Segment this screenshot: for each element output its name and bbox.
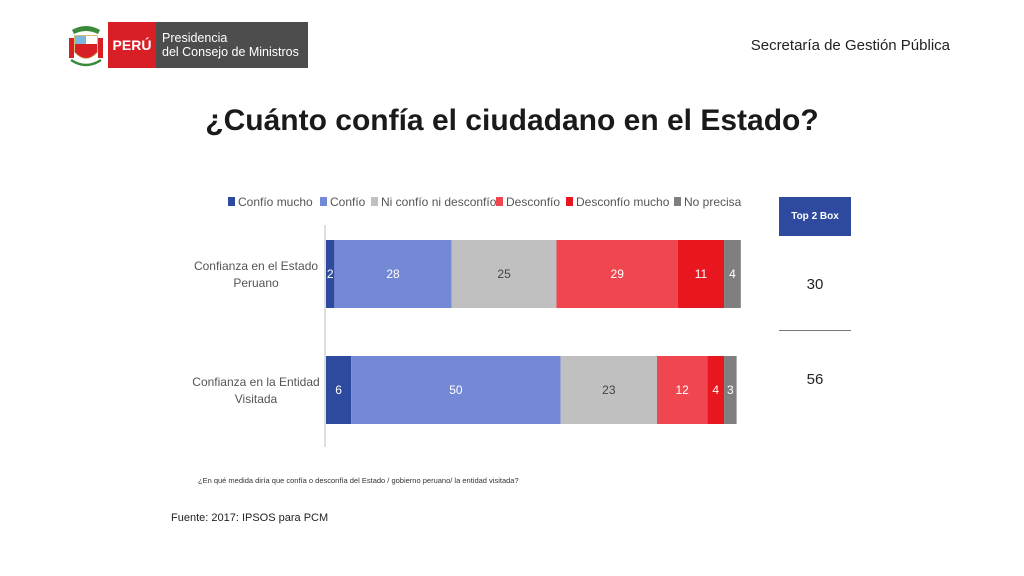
data-label: 12 xyxy=(675,383,689,397)
organization-name: Secretaría de Gestión Pública xyxy=(750,37,950,54)
legend-swatch-desconfio xyxy=(496,197,503,206)
logo-peru: PERÚ xyxy=(108,22,156,68)
bar-segment-confio xyxy=(351,356,561,424)
legend-label-confio: Confío xyxy=(330,195,366,209)
data-label: 11 xyxy=(695,267,708,281)
data-label: 2 xyxy=(327,267,334,281)
legend-label-ni-confio-ni-desconfio: Ni confío ni desconfío xyxy=(381,195,497,209)
bar-segment-desconfio xyxy=(556,240,678,308)
bar-segment-desconfio xyxy=(657,356,708,424)
data-label: 3 xyxy=(727,383,734,397)
top2-value-entidad: 56 xyxy=(806,371,824,388)
logo-line-2: del Consejo de Ministros xyxy=(162,45,299,59)
bar-segment-confio-mucho xyxy=(326,356,352,424)
survey-question: ¿En qué medida diría que confía o descon… xyxy=(198,476,519,485)
logo: PERÚ Presidencia del Consejo de Ministro… xyxy=(68,22,308,68)
data-label: 6 xyxy=(335,383,342,397)
legend-label-desconfio-mucho: Desconfío mucho xyxy=(576,195,670,209)
coat-of-arms-icon xyxy=(69,26,103,67)
bar-segment-ni-confio-ni-desconfio xyxy=(560,356,658,424)
legend-label-desconfio: Desconfío xyxy=(506,195,560,209)
data-label: 28 xyxy=(386,267,400,281)
logo-pcm: Presidencia del Consejo de Ministros xyxy=(156,22,308,68)
legend-swatch-desconfio-mucho xyxy=(566,197,573,206)
bar-segment-confio xyxy=(334,240,452,308)
category-labels: Confianza en el Estado Peruano Confianza e… xyxy=(192,259,319,406)
logo-line-1: Presidencia xyxy=(162,31,228,45)
data-label: 4 xyxy=(729,267,736,281)
bar-segment-no-precisa xyxy=(724,356,737,424)
legend-label-confio-mucho: Confío mucho xyxy=(238,195,313,209)
top2-header: Top 2 Box xyxy=(779,197,851,236)
category-label: Peruano xyxy=(233,276,279,290)
data-label: 29 xyxy=(611,267,625,281)
top2-divider xyxy=(779,330,851,331)
bar-segment-ni-confio-ni-desconfio xyxy=(451,240,557,308)
data-label: 23 xyxy=(602,383,616,397)
chart-legend: Confío mucho Confío Ni confío ni desconfío… xyxy=(228,195,742,209)
data-label: 4 xyxy=(712,383,719,397)
slide-title: ¿Cuánto confía el ciudadano en el Estado… xyxy=(205,104,819,137)
legend-swatch-confio-mucho xyxy=(228,197,235,206)
legend-label-no-precisa: No precisa xyxy=(684,195,742,209)
bar-segment-desconfio-mucho xyxy=(677,240,725,308)
bars: 2 28 25 29 11 46 50 23 12 4 3 xyxy=(326,240,741,424)
source-note: Fuente: 2017: IPSOS para PCM xyxy=(171,512,329,524)
bar-segment-no-precisa xyxy=(724,240,741,308)
data-label: 50 xyxy=(449,383,463,397)
category-label: Confianza en el Estado xyxy=(194,259,318,273)
legend-swatch-no-precisa xyxy=(674,197,681,206)
category-label: Visitada xyxy=(235,392,278,406)
category-label: Confianza en la Entidad xyxy=(192,375,319,389)
legend-swatch-confio xyxy=(320,197,327,206)
legend-swatch-ni-confio-ni-desconfio xyxy=(371,197,378,206)
bar-segment-desconfio-mucho xyxy=(707,356,725,424)
bar-segment-confio-mucho xyxy=(326,240,335,308)
top2-value-estado: 30 xyxy=(806,276,824,293)
data-label: 25 xyxy=(497,267,511,281)
